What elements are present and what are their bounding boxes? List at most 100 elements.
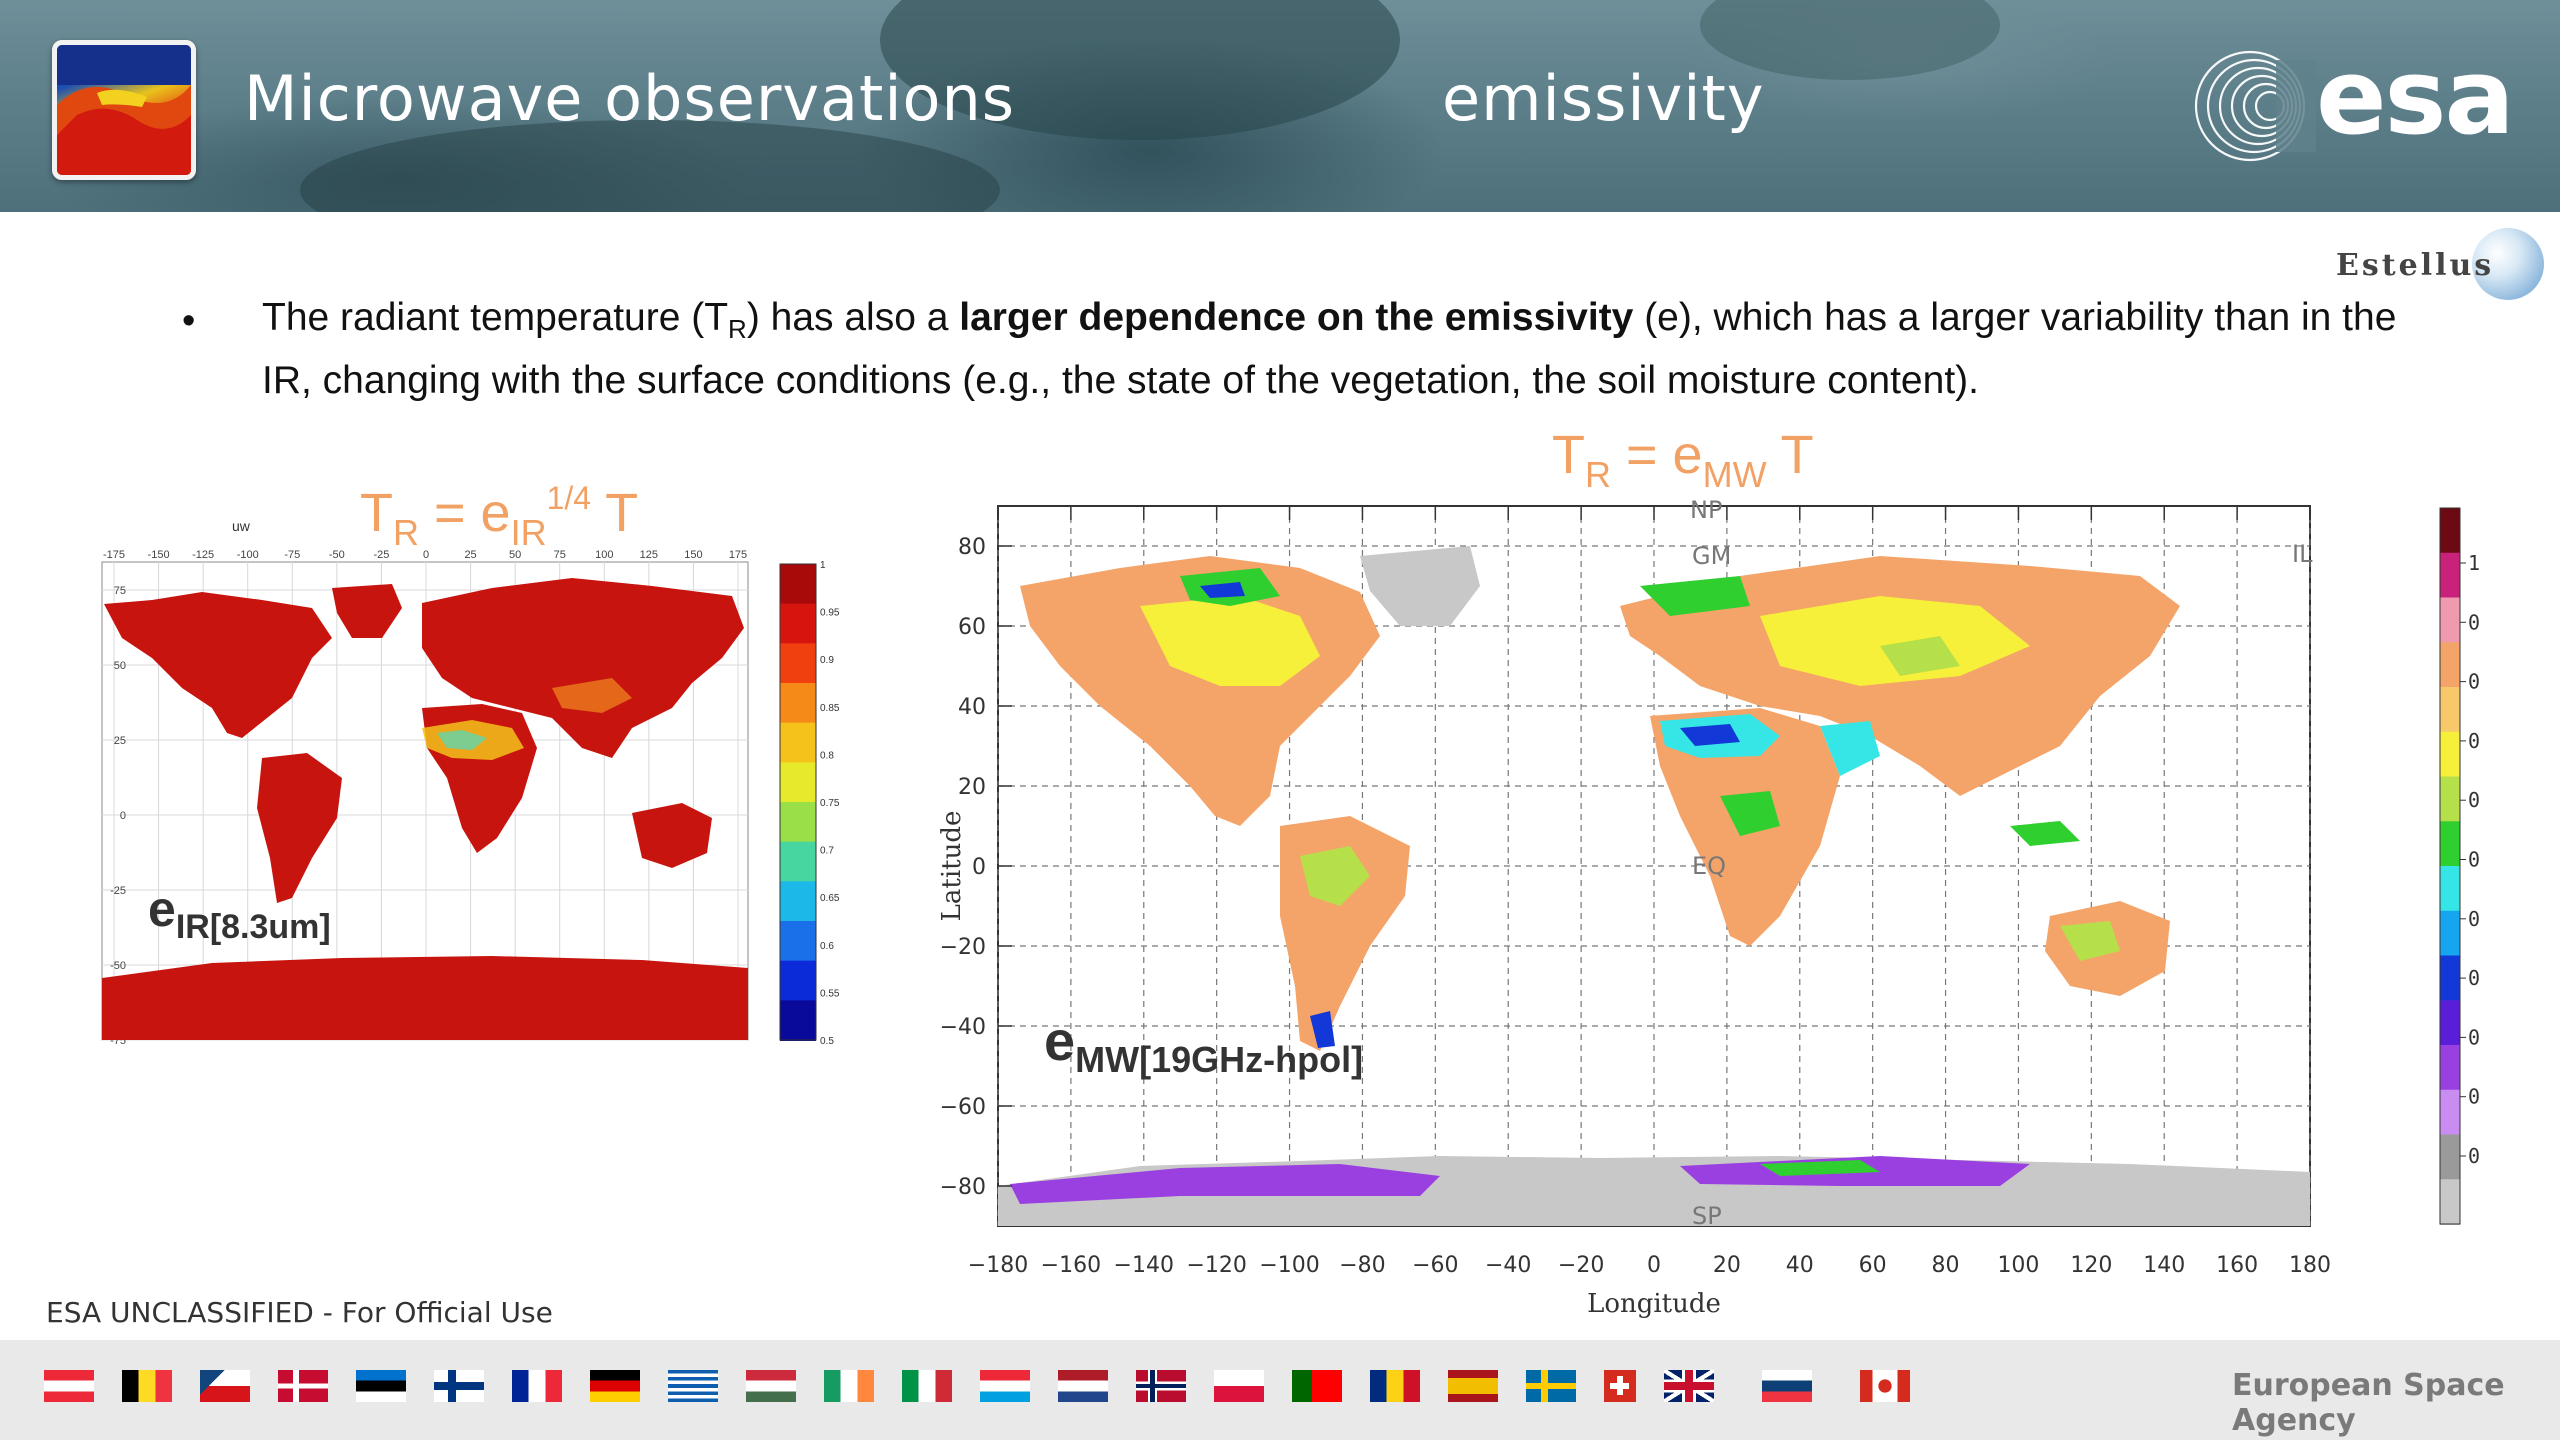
flag-icon (1526, 1370, 1576, 1402)
mw-colorbar-band (2440, 642, 2460, 688)
bullet-text-bold: larger dependence on the emissivity (959, 296, 1634, 339)
mw-emissivity-label: eMW[19GHz-hpol] (1044, 1008, 1363, 1081)
mw-x-tick: 160 (2216, 1253, 2258, 1278)
header-banner: Microwave observations emissivity esa (0, 0, 2560, 212)
mw-x-tick: 20 (1713, 1253, 1741, 1278)
mw-colorbar-band (2440, 597, 2460, 644)
ir-colorbar-tick: 0.9 (820, 655, 834, 666)
ir-lon-tick: -125 (192, 549, 214, 561)
mw-map-label-sp: SP (1692, 1202, 1722, 1230)
bullet-text-part3: (e), which has a larger variability than… (262, 296, 2397, 402)
ir-lon-tick: 175 (729, 549, 747, 561)
formula-ir: TR = eIR1/4 T (360, 480, 638, 554)
mw-x-tick: −160 (1041, 1253, 1101, 1278)
formula-ir-sup: 1/4 (546, 480, 592, 516)
bullet-text-part2: ) has also a (746, 296, 960, 339)
mw-colorbar-band (2440, 1045, 2460, 1091)
flag-icon (1292, 1370, 1342, 1402)
bullet-text-part1: The radiant temperature (T (262, 296, 729, 339)
mw-axes: −180 −160 −140 −120 −100 −80 −60 −40 −20 0 20 40 60 8… (940, 506, 2331, 1278)
mw-xlabel: Longitude (1587, 1289, 1721, 1319)
mw-label-sub: MW[19GHz-hpol] (1075, 1039, 1364, 1080)
mw-y-tick: 40 (958, 695, 986, 720)
mw-emissivity-map: 1.00 0.97 0.94 0.91 0.88 0.85 0.82 0.79 0.76 0.73… (937, 496, 2480, 1319)
flag-icon (824, 1370, 874, 1402)
ir-colorbar-tick: 0.85 (820, 703, 840, 714)
mw-y-tick: −80 (940, 1175, 986, 1200)
flag-icon (1058, 1370, 1108, 1402)
flag-icon (122, 1370, 172, 1402)
mw-map-label-gm: GM (1692, 542, 1731, 570)
flag-icon (1762, 1370, 1812, 1402)
mw-colorbar-tick: 0.97 (2468, 610, 2480, 634)
ir-colorbar-tick: 0.7 (820, 846, 834, 857)
flag-icon (590, 1370, 640, 1402)
mw-x-tick: 80 (1932, 1253, 1960, 1278)
ir-lat-tick: -50 (110, 960, 126, 972)
formula-ir-eq: = e (419, 483, 511, 543)
mw-colorbar-tick: 0.73 (2468, 1085, 2480, 1109)
mw-y-tick: 0 (972, 855, 986, 880)
flag-icon (44, 1370, 94, 1402)
flag-icon (512, 1370, 562, 1402)
mw-colorbar-tick: 0.91 (2468, 729, 2480, 753)
ir-lon-tick: 0 (423, 549, 429, 561)
mw-y-tick: 80 (958, 535, 986, 560)
mw-y-tick: 20 (958, 775, 986, 800)
mw-x-tick: −20 (1558, 1253, 1604, 1278)
flag-icon (668, 1370, 718, 1402)
flag-icon (278, 1370, 328, 1402)
mw-colorbar-tick: 0.82 (2468, 907, 2480, 931)
ir-label-sub: IR[8.3um] (175, 908, 331, 946)
mw-x-tick: −40 (1485, 1253, 1531, 1278)
ir-colorbar-tick: 0.8 (820, 750, 834, 761)
mw-colorbar-band (2440, 1134, 2460, 1181)
mw-colorbar-tick: 0.79 (2468, 966, 2480, 990)
mw-x-tick: −120 (1186, 1253, 1246, 1278)
mw-colorbar-band (2440, 731, 2460, 778)
mw-x-tick: 140 (2143, 1253, 2185, 1278)
mw-continents (998, 546, 2310, 1226)
mw-x-tick: −60 (1412, 1253, 1458, 1278)
ir-emissivity-map: -175 -150 -125 -100 -75 -50 -25 0 25 50 75 100 125 15… (101, 549, 840, 1047)
mw-x-tick: −140 (1114, 1253, 1174, 1278)
mw-y-tick: −60 (940, 1095, 986, 1120)
ir-colorbar-tick: 0.65 (820, 893, 840, 904)
estellus-globe-icon (2472, 228, 2544, 300)
ir-colorbar-band (780, 643, 816, 684)
mw-colorbar-tick: 0.94 (2468, 670, 2480, 694)
mw-colorbar-band (2440, 1089, 2460, 1136)
ir-colorbar-band (780, 921, 816, 962)
ir-lon-tick: 100 (595, 549, 613, 561)
ir-lat-tick: 25 (114, 735, 126, 747)
ir-lon-tick: 50 (509, 549, 521, 561)
formula-ir-tail: T (591, 483, 639, 543)
page-subtitle: emissivity (1442, 62, 1765, 135)
ir-lat-tick: 50 (114, 660, 126, 672)
ir-lon-tick: 75 (554, 549, 566, 561)
ir-colorbar-tick: 0.75 (820, 798, 840, 809)
ir-lon-tick: -100 (237, 549, 259, 561)
ir-lon-tick: -25 (373, 549, 389, 561)
mw-colorbar-tick: 1.00 (2468, 551, 2480, 575)
ir-colorbar-band (780, 881, 816, 922)
mw-colorbar-band (2440, 955, 2460, 1002)
ir-lon-tick: 125 (640, 549, 658, 561)
mw-colorbar-tick: 0.88 (2468, 788, 2480, 812)
ir-lat-tick: 75 (114, 585, 126, 597)
formula-ir-sub-ir: IR (510, 512, 547, 553)
ir-colorbar-band (780, 564, 816, 605)
flag-icon (356, 1370, 406, 1402)
mw-y-tick: −20 (940, 935, 986, 960)
ir-colorbar-tick: 1 (820, 560, 826, 571)
mw-map-label-il: IL (2292, 540, 2313, 568)
ir-lon-tick: -150 (148, 549, 170, 561)
page-title: Microwave observations (244, 62, 1016, 135)
formula-mw-sub-mw: MW (1702, 454, 1767, 495)
footer-bar (0, 1338, 2560, 1440)
flag-icon (434, 1370, 484, 1402)
mw-colorbar-tick: 0.70 (2468, 1144, 2480, 1168)
mw-x-tick: 100 (1997, 1253, 2039, 1278)
mw-x-tick: −180 (968, 1253, 1028, 1278)
mw-colorbar-band (2440, 776, 2460, 823)
